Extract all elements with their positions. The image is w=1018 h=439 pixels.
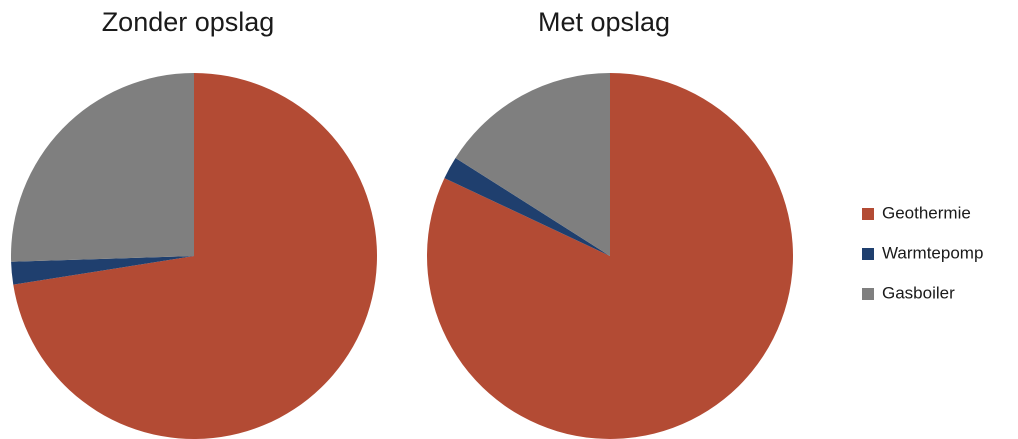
legend-label: Gasboiler bbox=[882, 283, 955, 302]
chart-title: Met opslag bbox=[538, 7, 670, 37]
pie-slice bbox=[10, 73, 194, 262]
chart-title: Zonder opslag bbox=[102, 7, 275, 37]
pie-slice bbox=[11, 256, 194, 285]
legend-label: Warmtepomp bbox=[882, 243, 983, 262]
pie-slice bbox=[426, 73, 793, 439]
legend-swatch bbox=[862, 288, 874, 300]
legend-label: Geothermie bbox=[882, 203, 971, 222]
legend-swatch bbox=[862, 248, 874, 260]
pie-slice bbox=[444, 157, 610, 256]
pie-slice bbox=[455, 73, 610, 256]
pie-slice bbox=[13, 73, 377, 439]
legend-swatch bbox=[862, 208, 874, 220]
